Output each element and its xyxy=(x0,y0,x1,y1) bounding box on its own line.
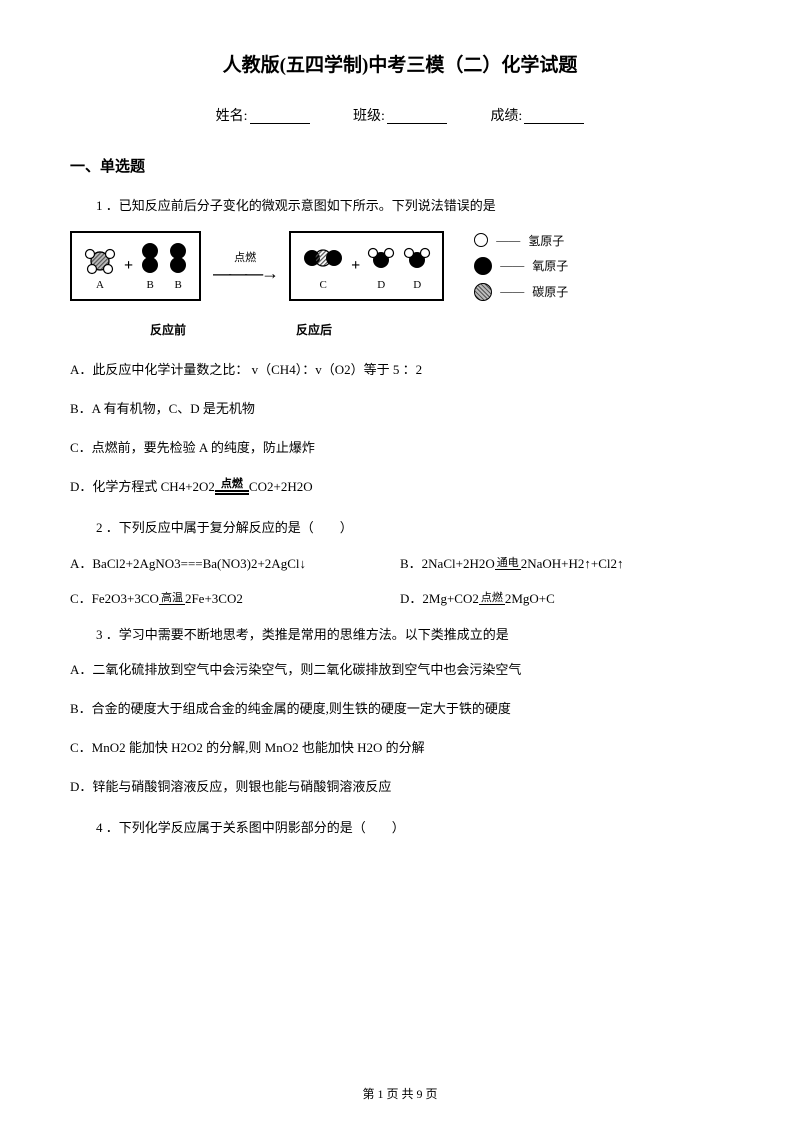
mol-B1: B xyxy=(139,241,161,291)
q1-D-post: CO2+2H2O xyxy=(249,479,313,494)
q1-text: 1 ．已知反应前后分子变化的微观示意图如下所示。下列说法错误的是 xyxy=(70,194,730,217)
label-C: C xyxy=(319,279,326,291)
legend-o: —— 氧原子 xyxy=(474,257,568,275)
q1-A: A．此反应中化学计量数之比： v（CH4）：v（O2）等于 5 ：2 xyxy=(70,360,730,381)
section-header: 一、单选题 xyxy=(70,155,730,176)
hydrogen-atom-icon xyxy=(474,233,488,247)
mol-B2: B xyxy=(167,241,189,291)
mol-D2: D xyxy=(402,241,432,291)
q2-text: 2 ．下列反应中属于复分解反应的是（ ） xyxy=(70,516,730,539)
q2-row2: C．Fe2O3+3CO高温2Fe+3CO2 D．2Mg+CO2点燃2MgO+C xyxy=(70,588,730,607)
carbon-atom-icon xyxy=(474,283,492,301)
plus-icon: + xyxy=(124,257,133,275)
q3-C: C．MnO2 能加快 H2O2 的分解,则 MnO2 也能加快 H2O 的分解 xyxy=(70,738,730,759)
caption-before: 反应前 xyxy=(150,321,186,338)
plus-icon: + xyxy=(351,257,360,275)
score-label: 成绩: xyxy=(490,109,522,124)
label-D2: D xyxy=(413,279,421,291)
label-A: A xyxy=(96,279,104,291)
q2-C: C．Fe2O3+3CO高温2Fe+3CO2 xyxy=(70,588,400,607)
class-label: 班级: xyxy=(353,109,385,124)
legend-h: —— 氢原子 xyxy=(474,232,568,249)
page-title: 人教版(五四学制)中考三模（二）化学试题 xyxy=(70,50,730,77)
condition-icon: 点燃 xyxy=(479,593,505,605)
q1-diagram: A + B B 点燃 ———→ xyxy=(70,231,730,301)
q2-B: B．2NaCl+2H2O通电2NaOH+H2↑+Cl2↑ xyxy=(400,553,730,572)
q3-A: A．二氧化硫排放到空气中会污染空气，则二氧化碳排放到空气中也会污染空气 xyxy=(70,660,730,681)
name-blank xyxy=(250,110,310,124)
legend-o-text: 氧原子 xyxy=(532,257,568,274)
legend-dash: —— xyxy=(496,233,520,248)
q3-text: 3 ．学习中需要不断地思考，类推是常用的思维方法。以下类推成立的是 xyxy=(70,623,730,646)
name-label: 姓名: xyxy=(216,109,248,124)
products-box: C + D D xyxy=(289,231,444,301)
condition-icon: 通电 xyxy=(495,558,521,570)
page-footer: 第 1 页 共 9 页 xyxy=(0,1085,800,1102)
reactants-box: A + B B xyxy=(70,231,201,301)
caption-after: 反应后 xyxy=(296,321,332,338)
class-blank xyxy=(387,110,447,124)
q1-D-pre: D．化学方程式 CH4+2O2 xyxy=(70,479,215,494)
q2-A: A．BaCl2+2AgNO3===Ba(NO3)2+2AgCl↓ xyxy=(70,553,400,572)
reaction-arrow: 点燃 ———→ xyxy=(213,249,277,284)
q1-B: B．A 有有机物，C、D 是无机物 xyxy=(70,399,730,420)
label-B1: B xyxy=(146,279,153,291)
condition-icon: 点燃 xyxy=(215,480,249,495)
oxygen-atom-icon xyxy=(474,257,492,275)
legend-h-text: 氢原子 xyxy=(528,232,564,249)
legend: —— 氢原子 —— 氧原子 —— 碳原子 xyxy=(474,232,568,301)
score-blank xyxy=(524,110,584,124)
legend-dash: —— xyxy=(500,258,524,273)
arrow-icon: ———→ xyxy=(213,263,277,284)
q3-D: D．锌能与硝酸铜溶液反应，则银也能与硝酸铜溶液反应 xyxy=(70,777,730,798)
caption-row: 反应前 反应后 xyxy=(150,321,730,338)
q1-C: C．点燃前，要先检验 A 的纯度，防止爆炸 xyxy=(70,438,730,459)
legend-dash: —— xyxy=(500,284,524,299)
q1-D: D．化学方程式 CH4+2O2点燃CO2+2H2O xyxy=(70,477,730,498)
mol-A: A xyxy=(82,241,118,291)
q4-text: 4 ．下列化学反应属于关系图中阴影部分的是（ ） xyxy=(70,816,730,839)
label-D1: D xyxy=(377,279,385,291)
info-line: 姓名: 班级: 成绩: xyxy=(70,105,730,125)
q2-D: D．2Mg+CO2点燃2MgO+C xyxy=(400,588,730,607)
label-B2: B xyxy=(174,279,181,291)
mol-D1: D xyxy=(366,241,396,291)
q3-B: B．合金的硬度大于组成合金的纯金属的硬度,则生铁的硬度一定大于铁的硬度 xyxy=(70,699,730,720)
q2-row1: A．BaCl2+2AgNO3===Ba(NO3)2+2AgCl↓ B．2NaCl… xyxy=(70,553,730,572)
condition-icon: 高温 xyxy=(159,593,185,605)
legend-c: —— 碳原子 xyxy=(474,283,568,301)
mol-C: C xyxy=(301,241,345,291)
legend-c-text: 碳原子 xyxy=(532,283,568,300)
